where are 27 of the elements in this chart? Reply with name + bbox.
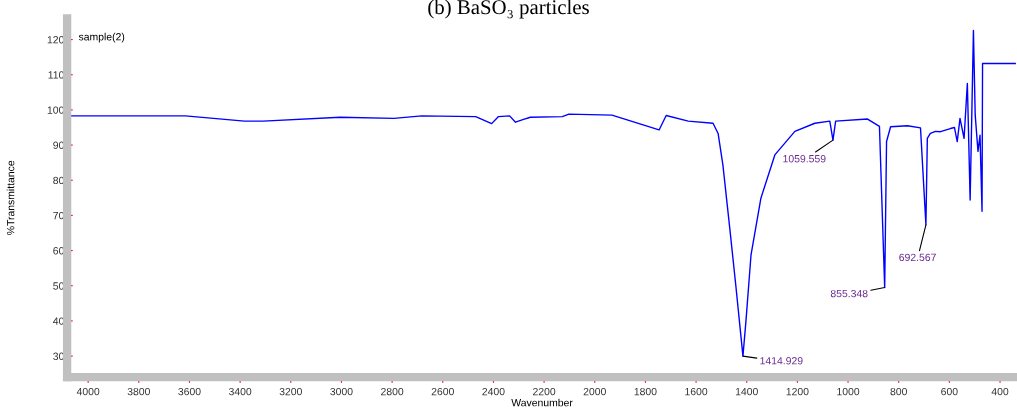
x-tick-label: 1400 <box>735 387 758 396</box>
y-axis-title: %Transmittance <box>6 160 15 235</box>
annotation: 1414.929 <box>760 357 803 365</box>
x-tick-label: 2200 <box>533 387 556 396</box>
annotation: 1059.559 <box>783 155 826 163</box>
x-tick-label: 3400 <box>228 387 252 396</box>
x-tick-label: 2800 <box>381 387 404 396</box>
x-tick-label: 1800 <box>634 387 657 396</box>
annotation: 855.348 <box>830 289 868 298</box>
x-tick-label: 2600 <box>431 387 454 396</box>
chart-title: (b) BaSO₃ particles <box>428 0 589 19</box>
x-tick-label: 2400 <box>482 387 505 396</box>
x-tick-label: 400 <box>991 387 1009 396</box>
x-tick-label: 3800 <box>127 387 150 396</box>
x-tick-label: 3000 <box>330 387 353 396</box>
x-axis-title: Wavenumber <box>511 398 573 407</box>
x-tick-label: 600 <box>941 387 958 396</box>
x-tick-label: 3600 <box>178 387 201 396</box>
x-tick-label: 4000 <box>76 387 100 396</box>
x-tick-label: 3200 <box>279 387 302 396</box>
x-tick-label: 1200 <box>786 387 809 396</box>
annotation: 692.567 <box>899 253 936 262</box>
x-tick-label: 2000 <box>583 387 606 396</box>
x-tick-label: 1600 <box>685 387 708 396</box>
x-tick-label: 800 <box>890 387 907 396</box>
annotation: sample(2) <box>78 32 125 43</box>
x-tick-label: 1000 <box>837 387 860 396</box>
